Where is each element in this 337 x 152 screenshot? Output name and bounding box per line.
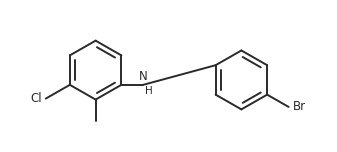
- Text: Br: Br: [293, 100, 306, 113]
- Text: N: N: [139, 70, 148, 83]
- Text: H: H: [145, 86, 153, 96]
- Text: Cl: Cl: [30, 92, 42, 105]
